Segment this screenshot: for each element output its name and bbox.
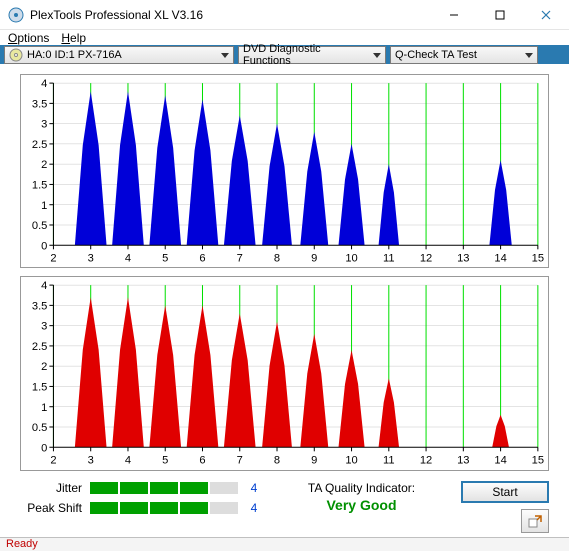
svg-text:1.5: 1.5 [32, 179, 47, 191]
quality-label: TA Quality Indicator: [262, 481, 461, 495]
svg-text:0: 0 [41, 240, 47, 252]
svg-text:7: 7 [237, 252, 243, 264]
svg-text:0.5: 0.5 [32, 220, 47, 232]
svg-text:11: 11 [383, 252, 395, 264]
svg-text:3: 3 [88, 252, 94, 264]
statusbar: Ready [0, 537, 569, 551]
svg-text:11: 11 [383, 455, 395, 467]
svg-text:13: 13 [457, 455, 469, 467]
meter-segment [120, 502, 148, 514]
svg-text:15: 15 [532, 252, 544, 264]
svg-text:8: 8 [274, 252, 280, 264]
svg-text:10: 10 [345, 455, 357, 467]
test-dropdown-label: Q-Check TA Test [395, 49, 477, 61]
svg-text:5: 5 [162, 455, 168, 467]
svg-text:2: 2 [41, 159, 47, 171]
status-text: Ready [6, 538, 38, 550]
meter-segment [210, 502, 238, 514]
maximize-button[interactable] [477, 0, 523, 30]
drive-dropdown[interactable]: HA:0 ID:1 PX-716A [4, 46, 234, 64]
svg-text:5: 5 [162, 252, 168, 264]
toolbar: HA:0 ID:1 PX-716A DVD Diagnostic Functio… [0, 45, 569, 63]
svg-text:2.5: 2.5 [32, 341, 47, 353]
window-title: PlexTools Professional XL V3.16 [30, 8, 431, 22]
svg-text:12: 12 [420, 252, 432, 264]
svg-text:2: 2 [50, 455, 56, 467]
svg-text:0: 0 [41, 443, 47, 455]
peakshift-meter [90, 502, 238, 514]
svg-text:4: 4 [41, 281, 47, 293]
peakshift-value: 4 [246, 501, 262, 515]
svg-text:9: 9 [311, 252, 317, 264]
svg-text:13: 13 [457, 252, 469, 264]
disc-icon [9, 48, 23, 62]
meter-segment [90, 502, 118, 514]
export-icon [527, 513, 543, 529]
svg-text:1.5: 1.5 [32, 382, 47, 394]
close-button[interactable] [523, 0, 569, 30]
svg-text:2: 2 [50, 252, 56, 264]
window-buttons [431, 0, 569, 30]
function-dropdown[interactable]: DVD Diagnostic Functions [238, 46, 386, 64]
svg-text:4: 4 [125, 455, 131, 467]
menu-help-rest: elp [70, 31, 86, 45]
svg-text:10: 10 [345, 252, 357, 264]
svg-text:3.5: 3.5 [32, 301, 47, 313]
menu-options[interactable]: Options [8, 31, 49, 45]
chart-bottom-svg: 0 0.5 1 1.5 2 2.5 3 3.5 4 2 3 4 5 6 7 8 9 10 11 12 13 14 15 [21, 277, 548, 470]
jitter-label: Jitter [20, 481, 82, 495]
peakshift-row: Peak Shift 4 [20, 501, 262, 515]
titlebar: PlexTools Professional XL V3.16 [0, 0, 569, 30]
jitter-value: 4 [246, 481, 262, 495]
meter-segment [180, 502, 208, 514]
start-button[interactable]: Start [461, 481, 549, 503]
svg-text:14: 14 [494, 252, 506, 264]
menu-options-rest: ptions [17, 31, 49, 45]
chart-bottom: 0 0.5 1 1.5 2 2.5 3 3.5 4 2 3 4 5 6 7 8 9 10 11 12 13 14 15 [20, 276, 549, 471]
drive-dropdown-label: HA:0 ID:1 PX-716A [27, 49, 122, 61]
svg-text:3.5: 3.5 [32, 98, 47, 110]
quality-indicator: TA Quality Indicator: Very Good [262, 481, 461, 513]
svg-text:3: 3 [41, 119, 47, 131]
svg-text:2.5: 2.5 [32, 139, 47, 151]
svg-text:1: 1 [41, 402, 47, 414]
right-controls: Start [461, 481, 549, 533]
jitter-row: Jitter 4 [20, 481, 262, 495]
svg-text:3: 3 [88, 455, 94, 467]
quality-value: Very Good [262, 497, 461, 513]
meter-segment [150, 482, 178, 494]
meters: Jitter 4 Peak Shift 4 [20, 481, 262, 515]
svg-text:12: 12 [420, 455, 432, 467]
svg-text:9: 9 [311, 455, 317, 467]
svg-text:7: 7 [237, 455, 243, 467]
function-dropdown-label: DVD Diagnostic Functions [243, 43, 367, 67]
svg-text:8: 8 [274, 455, 280, 467]
chart-top: 0 0.5 1 1.5 2 2.5 3 3.5 4 2 3 4 5 6 7 8 9 10 11 12 13 14 15 [20, 74, 549, 269]
svg-text:4: 4 [125, 252, 131, 264]
svg-text:1: 1 [41, 200, 47, 212]
svg-text:0.5: 0.5 [32, 422, 47, 434]
menu-help[interactable]: Help [61, 31, 86, 45]
svg-text:2: 2 [41, 362, 47, 374]
svg-text:4: 4 [41, 78, 47, 90]
meter-segment [210, 482, 238, 494]
svg-text:14: 14 [494, 455, 506, 467]
chart-top-svg: 0 0.5 1 1.5 2 2.5 3 3.5 4 2 3 4 5 6 7 8 9 10 11 12 13 14 15 [21, 75, 548, 268]
meter-segment [150, 502, 178, 514]
minimize-button[interactable] [431, 0, 477, 30]
svg-text:15: 15 [532, 455, 544, 467]
meter-segment [90, 482, 118, 494]
svg-text:6: 6 [199, 252, 205, 264]
svg-text:6: 6 [199, 455, 205, 467]
meter-segment [120, 482, 148, 494]
peakshift-label: Peak Shift [20, 501, 82, 515]
svg-text:3: 3 [41, 321, 47, 333]
charts-area: 00.511.522.533.5423456789101112131415 00… [0, 64, 569, 475]
bottom-panel: Jitter 4 Peak Shift 4 TA Quality Indicat… [0, 475, 569, 537]
app-icon [8, 7, 24, 23]
export-button[interactable] [521, 509, 549, 533]
jitter-meter [90, 482, 238, 494]
meter-segment [180, 482, 208, 494]
test-dropdown[interactable]: Q-Check TA Test [390, 46, 538, 64]
